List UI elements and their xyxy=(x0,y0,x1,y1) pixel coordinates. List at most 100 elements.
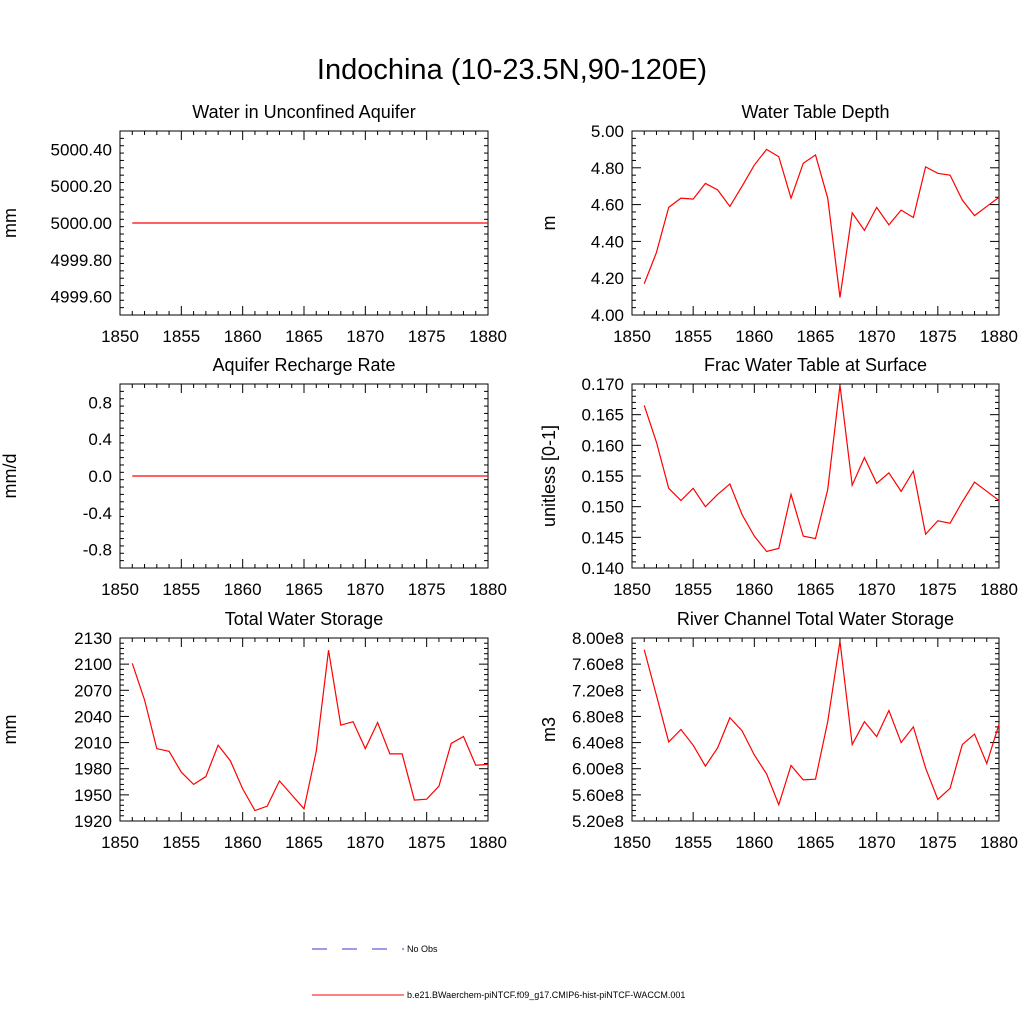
y-tick-label: 6.40e8 xyxy=(572,734,624,753)
legend: No Obs b.e21.BWaerchem-piNTCF.f09_g17.CM… xyxy=(312,944,685,1000)
series-line xyxy=(643,148,1000,298)
y-tick-label: 2130 xyxy=(74,629,112,648)
x-tick-label: 1865 xyxy=(285,833,323,852)
y-tick-label: 5.00 xyxy=(591,122,624,141)
x-tick-label: 1875 xyxy=(408,327,446,346)
y-tick-label: 0.155 xyxy=(581,467,624,486)
x-tick-label: 1880 xyxy=(469,833,507,852)
panel-title: Total Water Storage xyxy=(225,609,383,629)
x-tick-label: 1880 xyxy=(980,580,1018,599)
chart-panel: 1850 1855 1860 1865 1870 1875 1880 5.20e8 5.60e8… xyxy=(539,609,1018,852)
x-tick-label: 1860 xyxy=(224,327,262,346)
x-tick-label: 1870 xyxy=(858,327,896,346)
x-tick-label: 1880 xyxy=(980,833,1018,852)
x-tick-label: 1860 xyxy=(735,327,773,346)
y-tick-label: 7.20e8 xyxy=(572,681,624,700)
panel-title: Water in Unconfined Aquifer xyxy=(192,102,415,122)
series-line xyxy=(131,650,489,812)
y-axis-label: mm/d xyxy=(0,454,20,499)
x-tick-label: 1850 xyxy=(101,833,139,852)
x-tick-label: 1850 xyxy=(613,327,651,346)
y-tick-label: 4999.60 xyxy=(51,288,112,307)
x-tick-label: 1855 xyxy=(674,833,712,852)
x-tick-label: 1855 xyxy=(162,833,200,852)
x-tick-label: 1875 xyxy=(408,833,446,852)
y-tick-label: 0.4 xyxy=(88,430,112,449)
x-tick-label: 1880 xyxy=(469,327,507,346)
series-line xyxy=(643,385,1000,553)
y-tick-label: 2070 xyxy=(74,681,112,700)
x-tick-label: 1850 xyxy=(101,580,139,599)
x-tick-label: 1855 xyxy=(674,327,712,346)
y-tick-label: 0.145 xyxy=(581,528,624,547)
y-tick-label: 0.0 xyxy=(88,467,112,486)
y-tick-label: 0.170 xyxy=(581,375,624,394)
y-tick-label: 1950 xyxy=(74,786,112,805)
x-tick-label: 1870 xyxy=(858,580,896,599)
plot-frame xyxy=(631,383,1000,569)
x-tick-label: 1870 xyxy=(346,580,384,599)
y-tick-label: 6.00e8 xyxy=(572,760,624,779)
x-tick-label: 1855 xyxy=(162,327,200,346)
y-axis-label: unitless [0-1] xyxy=(539,425,559,527)
y-tick-label: 0.165 xyxy=(581,406,624,425)
chart-panels: 1850 1855 1860 1865 1870 1875 1880 4999.60 4999.… xyxy=(0,102,1018,852)
x-tick-label: 1855 xyxy=(674,580,712,599)
y-tick-label: 0.8 xyxy=(88,393,112,412)
x-tick-label: 1880 xyxy=(980,327,1018,346)
y-axis-label: mm xyxy=(0,715,20,745)
x-tick-label: 1870 xyxy=(858,833,896,852)
x-tick-label: 1865 xyxy=(797,327,835,346)
x-tick-label: 1865 xyxy=(797,833,835,852)
panel-title: Aquifer Recharge Rate xyxy=(212,355,395,375)
x-tick-label: 1865 xyxy=(797,580,835,599)
chart-panel: 1850 1855 1860 1865 1870 1875 1880 4999.60 4999.… xyxy=(0,102,507,346)
x-tick-label: 1860 xyxy=(224,833,262,852)
y-tick-label: 5.60e8 xyxy=(572,786,624,805)
y-tick-label: 0.160 xyxy=(581,436,624,455)
series-line xyxy=(643,641,1000,807)
y-tick-label: 6.80e8 xyxy=(572,707,624,726)
y-tick-label: 4.60 xyxy=(591,196,624,215)
legend-obs-label: No Obs xyxy=(407,944,438,954)
y-axis-label: m xyxy=(539,216,559,231)
y-tick-label: 7.60e8 xyxy=(572,655,624,674)
x-tick-label: 1875 xyxy=(919,833,957,852)
x-tick-label: 1875 xyxy=(919,327,957,346)
y-tick-label: 4.00 xyxy=(591,306,624,325)
y-tick-label: 0.140 xyxy=(581,559,624,578)
y-tick-label: 5000.40 xyxy=(51,140,112,159)
y-tick-label: 4.40 xyxy=(591,232,624,251)
y-tick-label: 5000.20 xyxy=(51,177,112,196)
y-tick-label: -0.4 xyxy=(83,504,112,523)
plot-frame xyxy=(631,130,1000,316)
figure-title: Indochina (10-23.5N,90-120E) xyxy=(316,54,708,86)
panel-title: River Channel Total Water Storage xyxy=(677,609,954,629)
x-tick-label: 1850 xyxy=(101,327,139,346)
x-tick-label: 1860 xyxy=(735,580,773,599)
x-tick-label: 1850 xyxy=(613,833,651,852)
chart-panel: 1850 1855 1860 1865 1870 1875 1880 -0.8 -0.4 0.0 0… xyxy=(0,355,507,599)
y-tick-label: 4.20 xyxy=(591,269,624,288)
y-tick-label: 1980 xyxy=(74,760,112,779)
y-axis-label: mm xyxy=(0,208,20,238)
chart-panel: 1850 1855 1860 1865 1870 1875 1880 4.00 4.20 4.40… xyxy=(539,102,1018,346)
y-tick-label: -0.8 xyxy=(83,541,112,560)
panel-title: Frac Water Table at Surface xyxy=(704,355,927,375)
x-tick-label: 1860 xyxy=(224,580,262,599)
y-tick-label: 2100 xyxy=(74,655,112,674)
x-tick-label: 1865 xyxy=(285,327,323,346)
panel-title: Water Table Depth xyxy=(741,102,889,122)
chart-panel: 1850 1855 1860 1865 1870 1875 1880 0.140 0.145 0.… xyxy=(539,355,1018,599)
y-tick-label: 5000.00 xyxy=(51,214,112,233)
x-tick-label: 1870 xyxy=(346,327,384,346)
y-tick-label: 4.80 xyxy=(591,159,624,178)
x-tick-label: 1865 xyxy=(285,580,323,599)
y-tick-label: 5.20e8 xyxy=(572,812,624,831)
x-tick-label: 1855 xyxy=(162,580,200,599)
x-tick-label: 1860 xyxy=(735,833,773,852)
y-tick-label: 1920 xyxy=(74,812,112,831)
legend-model-label: b.e21.BWaerchem-piNTCF.f09_g17.CMIP6-his… xyxy=(407,990,685,1000)
y-axis-label: m3 xyxy=(539,717,559,742)
